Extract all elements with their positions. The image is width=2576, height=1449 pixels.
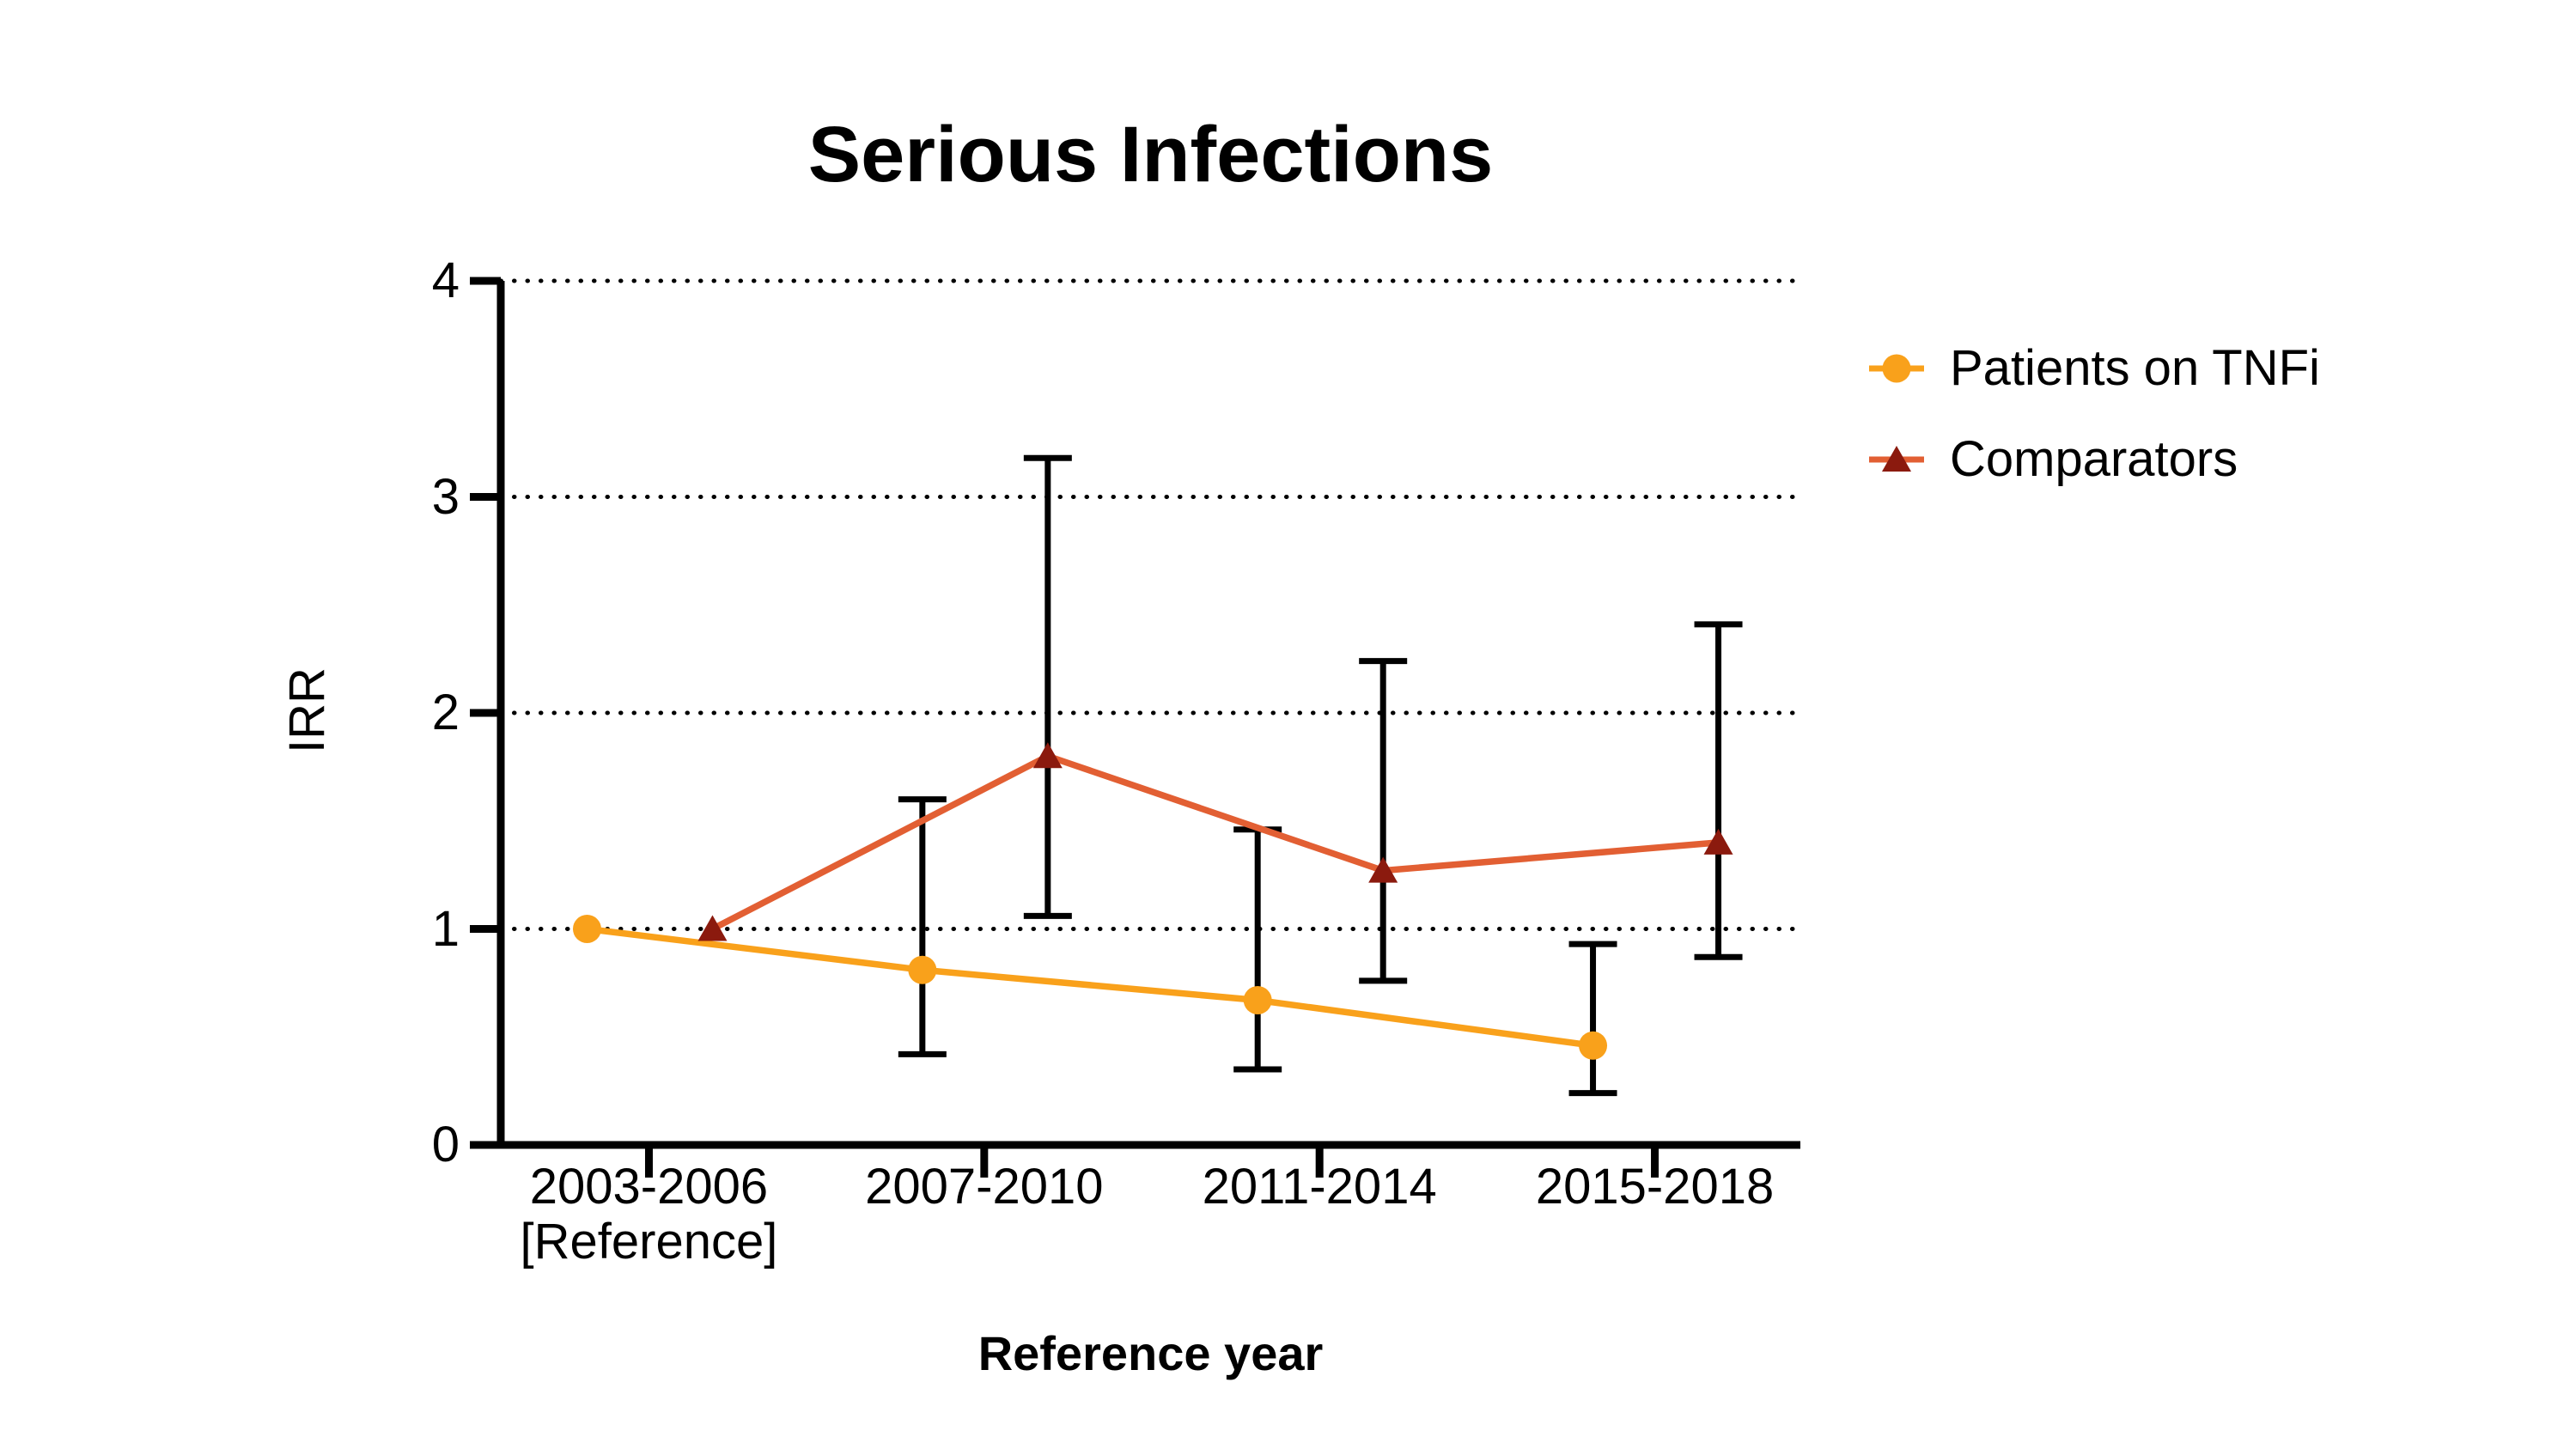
legend-label-0: Patients on TNFi <box>1950 340 2320 396</box>
legend-marker <box>1882 354 1911 383</box>
chart-title: Serious Infections <box>807 111 1494 198</box>
data-point-marker <box>1368 856 1398 883</box>
series-line-1 <box>710 752 1719 932</box>
legend-item-1: Comparators <box>1864 429 2238 490</box>
legend-item-0: Patients on TNFi <box>1864 338 2320 399</box>
data-point-marker <box>697 915 728 941</box>
x-tick-label-1: 2007-2010 <box>865 1159 1104 1215</box>
y-axis-title: IRR <box>279 667 335 753</box>
x-tick-label-0: 2003-2006 [Reference] <box>520 1159 778 1269</box>
data-point-marker <box>1032 742 1063 769</box>
series-line-0 <box>587 925 1594 1050</box>
y-tick-label-0: 0 <box>431 1117 460 1172</box>
legend-label-1: Comparators <box>1950 431 2238 487</box>
x-tick-label-3: 2015-2018 <box>1535 1159 1775 1215</box>
legend-circle-marker-icon <box>1869 354 1924 383</box>
y-tick-label-2: 2 <box>431 685 460 740</box>
legend-marker <box>1882 446 1911 472</box>
data-point-marker <box>908 955 937 984</box>
data-point-marker <box>1243 985 1272 1014</box>
y-tick-label-3: 3 <box>431 468 460 525</box>
x-tick-label-2: 2011-2014 <box>1202 1159 1437 1215</box>
y-tick-label-4: 4 <box>431 253 460 308</box>
legend-triangle-marker-icon <box>1869 446 1924 472</box>
data-point-marker <box>572 915 601 943</box>
data-point-marker <box>1579 1031 1608 1060</box>
data-point-marker <box>1703 828 1733 855</box>
x-axis-title: Reference year <box>977 1326 1324 1380</box>
y-tick-label-1: 1 <box>431 900 460 957</box>
